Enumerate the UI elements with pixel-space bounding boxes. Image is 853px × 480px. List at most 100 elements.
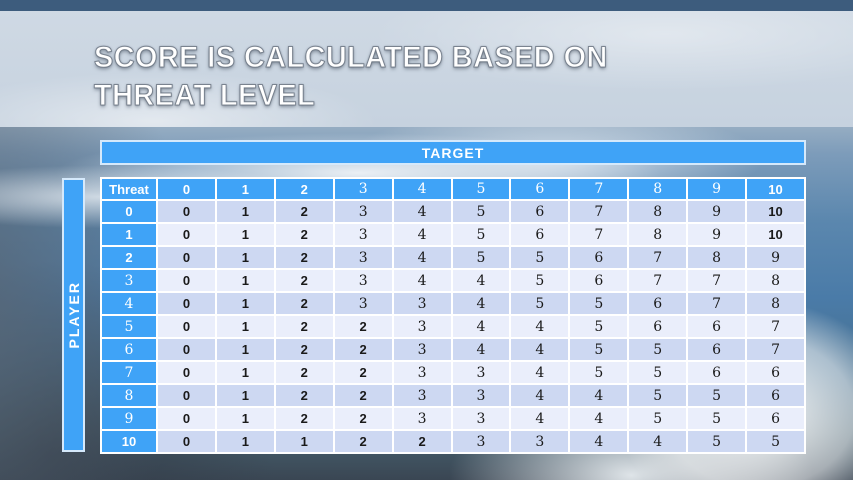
score-cell: 2 <box>332 314 394 339</box>
score-cell: 3 <box>391 314 453 339</box>
score-cell: 2 <box>332 429 394 454</box>
title-band: SCORE IS CALCULATED BASED ON THREAT LEVE… <box>0 11 853 127</box>
score-matrix-table: Threat 0 1 2 3 4 5 6 7 8 9 10 0 0 1 2 3 4 5 6 7 8 9 10 1 0 1 2 3 4 5 6… <box>100 177 806 454</box>
score-cell: 9 <box>686 199 748 224</box>
score-cell: 0 <box>156 268 217 293</box>
score-cell: 4 <box>450 291 512 316</box>
score-cell: 6 <box>568 268 630 293</box>
player-row-label: 3 <box>100 268 158 293</box>
player-row-label: 5 <box>100 314 158 339</box>
score-cell: 1 <box>214 314 276 339</box>
player-row-label: 1 <box>100 222 158 247</box>
table-row: 0 0 1 2 3 4 5 6 7 8 9 10 <box>100 199 806 224</box>
target-col-header: 5 <box>450 177 512 201</box>
score-cell: 1 <box>214 222 276 247</box>
score-cell: 8 <box>686 245 748 270</box>
score-cell: 4 <box>391 222 453 247</box>
score-cell: 5 <box>627 406 689 431</box>
score-cell: 5 <box>686 406 748 431</box>
score-cell: 9 <box>686 222 748 247</box>
score-cell: 3 <box>332 291 394 316</box>
score-cell: 3 <box>332 245 394 270</box>
target-axis-label: TARGET <box>421 144 485 161</box>
score-cell: 5 <box>509 268 571 293</box>
score-cell: 6 <box>745 360 806 385</box>
target-col-header: 6 <box>509 177 571 201</box>
score-cell: 2 <box>273 383 335 408</box>
target-col-header: 2 <box>273 177 335 201</box>
score-cell: 3 <box>391 360 453 385</box>
target-col-header: 10 <box>745 177 806 201</box>
score-cell: 0 <box>156 337 217 362</box>
player-row-label: 8 <box>100 383 158 408</box>
player-axis-band: PLAYER <box>62 178 85 452</box>
score-cell: 9 <box>745 245 806 270</box>
score-cell: 7 <box>627 245 689 270</box>
score-cell: 1 <box>214 291 276 316</box>
score-cell: 6 <box>509 199 571 224</box>
score-cell: 5 <box>568 337 630 362</box>
target-col-header: 3 <box>332 177 394 201</box>
table-row: 1 0 1 2 3 4 5 6 7 8 9 10 <box>100 222 806 247</box>
score-cell: 0 <box>156 291 217 316</box>
score-cell: 10 <box>745 222 806 247</box>
slide-title: SCORE IS CALCULATED BASED ON THREAT LEVE… <box>94 39 608 115</box>
score-cell: 4 <box>450 314 512 339</box>
score-table-container: Threat 0 1 2 3 4 5 6 7 8 9 10 0 0 1 2 3 4 5 6 7 8 9 10 1 0 1 2 3 4 5 6… <box>100 177 806 454</box>
target-col-header: 9 <box>686 177 748 201</box>
score-cell: 3 <box>391 337 453 362</box>
score-cell: 5 <box>686 383 748 408</box>
table-header-row: Threat 0 1 2 3 4 5 6 7 8 9 10 <box>100 177 806 201</box>
player-row-label: 7 <box>100 360 158 385</box>
score-cell: 2 <box>332 383 394 408</box>
score-cell: 6 <box>686 337 748 362</box>
score-cell: 0 <box>156 199 217 224</box>
score-cell: 4 <box>391 199 453 224</box>
score-cell: 3 <box>332 268 394 293</box>
player-row-label: 10 <box>100 429 158 454</box>
target-col-header: 7 <box>568 177 630 201</box>
score-cell: 1 <box>214 245 276 270</box>
score-cell: 2 <box>273 314 335 339</box>
score-cell: 0 <box>156 222 217 247</box>
score-cell: 4 <box>509 337 571 362</box>
score-cell: 3 <box>391 291 453 316</box>
score-cell: 7 <box>745 314 806 339</box>
score-cell: 7 <box>686 291 748 316</box>
score-cell: 4 <box>509 383 571 408</box>
score-cell: 5 <box>745 429 806 454</box>
score-cell: 4 <box>568 383 630 408</box>
target-col-header: 1 <box>214 177 276 201</box>
score-cell: 2 <box>391 429 453 454</box>
score-cell: 2 <box>273 360 335 385</box>
score-cell: 1 <box>214 268 276 293</box>
score-cell: 4 <box>391 268 453 293</box>
score-cell: 2 <box>273 222 335 247</box>
score-cell: 0 <box>156 383 217 408</box>
score-cell: 2 <box>273 245 335 270</box>
score-cell: 5 <box>450 245 512 270</box>
score-cell: 6 <box>627 314 689 339</box>
player-row-label: 4 <box>100 291 158 316</box>
score-cell: 8 <box>627 199 689 224</box>
score-cell: 2 <box>273 406 335 431</box>
score-cell: 5 <box>568 314 630 339</box>
score-cell: 4 <box>509 360 571 385</box>
score-cell: 5 <box>568 360 630 385</box>
target-axis-band: TARGET <box>100 140 806 165</box>
score-cell: 5 <box>627 383 689 408</box>
player-row-label: 9 <box>100 406 158 431</box>
score-cell: 2 <box>273 199 335 224</box>
score-cell: 3 <box>391 406 453 431</box>
score-cell: 4 <box>450 337 512 362</box>
score-cell: 4 <box>391 245 453 270</box>
target-col-header: 0 <box>156 177 217 201</box>
score-cell: 6 <box>568 245 630 270</box>
score-cell: 5 <box>627 337 689 362</box>
